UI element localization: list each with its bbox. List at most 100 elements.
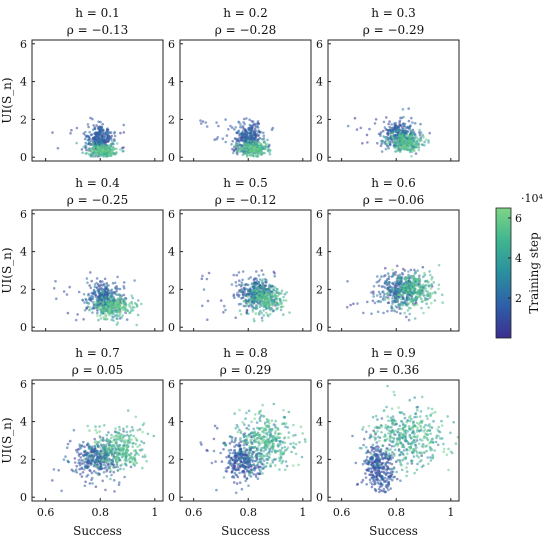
data-point [254, 141, 258, 144]
data-point [252, 473, 255, 476]
data-point [250, 153, 254, 157]
data-point [403, 301, 407, 304]
data-point [385, 468, 389, 472]
data-point [242, 460, 245, 464]
data-point [111, 141, 115, 145]
data-point [406, 309, 410, 312]
data-point [107, 431, 110, 434]
data-point [370, 291, 373, 294]
data-point [199, 441, 202, 444]
data-point [274, 432, 277, 435]
data-point [118, 303, 122, 307]
data-point [396, 142, 400, 146]
data-point [118, 310, 121, 314]
data-point [73, 461, 77, 464]
data-point [104, 314, 108, 317]
data-point [232, 151, 235, 155]
data-point [101, 301, 105, 305]
data-point [236, 149, 240, 152]
data-point [91, 456, 94, 459]
data-point [298, 441, 301, 444]
data-point [413, 137, 416, 141]
data-point [96, 143, 99, 146]
data-point [253, 431, 257, 435]
panel-rho-label: ρ = −0.12 [215, 193, 277, 207]
data-point [274, 302, 278, 305]
data-point [263, 289, 266, 292]
data-point [243, 472, 246, 475]
data-point [87, 125, 90, 129]
data-point [294, 433, 297, 437]
data-point [93, 444, 97, 448]
data-point [88, 482, 92, 485]
panel-h-label: h = 0.3 [371, 6, 416, 20]
data-point [271, 291, 275, 295]
data-point [228, 451, 232, 455]
data-point [384, 281, 388, 285]
panel-h-label: h = 0.6 [371, 176, 416, 190]
data-point [260, 137, 264, 141]
data-point [376, 275, 379, 278]
data-point [206, 449, 209, 453]
data-point [361, 142, 364, 145]
data-point [274, 464, 277, 467]
data-point [441, 301, 445, 304]
data-point [234, 436, 237, 440]
data-point [294, 452, 298, 456]
data-point [107, 135, 110, 139]
data-point [126, 409, 130, 412]
data-point [250, 442, 254, 446]
data-point [85, 456, 89, 460]
data-point [210, 461, 214, 465]
data-point [101, 131, 105, 134]
data-point [107, 148, 110, 152]
data-point [373, 122, 377, 125]
data-point [90, 279, 93, 283]
data-point [391, 130, 394, 133]
data-point [89, 452, 92, 456]
data-point [430, 302, 433, 305]
data-point [231, 462, 235, 466]
data-point [110, 433, 113, 437]
x-tick-label: 1 [151, 506, 158, 519]
data-point [262, 449, 266, 453]
data-point [261, 151, 265, 155]
panel-h-label: h = 0.2 [223, 6, 268, 20]
data-point [227, 466, 230, 469]
data-point [133, 459, 137, 463]
data-point [241, 421, 245, 424]
data-point [81, 299, 85, 302]
data-point [386, 309, 389, 313]
data-point [420, 284, 424, 287]
data-point [382, 296, 385, 300]
data-point [417, 146, 421, 149]
data-point [263, 147, 267, 151]
data-point [116, 469, 120, 472]
panel-rho-label: ρ = 0.05 [72, 363, 123, 377]
data-point [139, 449, 143, 452]
data-point [411, 287, 414, 291]
data-point [382, 311, 385, 315]
data-point [245, 468, 249, 472]
data-point [110, 444, 113, 448]
data-point [237, 295, 241, 298]
panel-h-label: h = 0.9 [371, 346, 416, 360]
data-point [349, 303, 352, 307]
data-point [96, 306, 100, 310]
data-point [242, 443, 246, 447]
data-point [276, 444, 280, 448]
data-point [95, 277, 99, 280]
data-point [384, 147, 388, 151]
data-point [401, 146, 405, 150]
data-point [382, 120, 386, 124]
data-point [112, 312, 115, 316]
data-point [99, 452, 103, 455]
data-point [103, 140, 107, 144]
data-point [290, 450, 293, 454]
data-point [132, 434, 136, 438]
data-point [224, 469, 228, 473]
data-point [95, 431, 99, 434]
data-point [89, 271, 92, 274]
data-point [267, 430, 270, 434]
data-point [245, 462, 249, 466]
